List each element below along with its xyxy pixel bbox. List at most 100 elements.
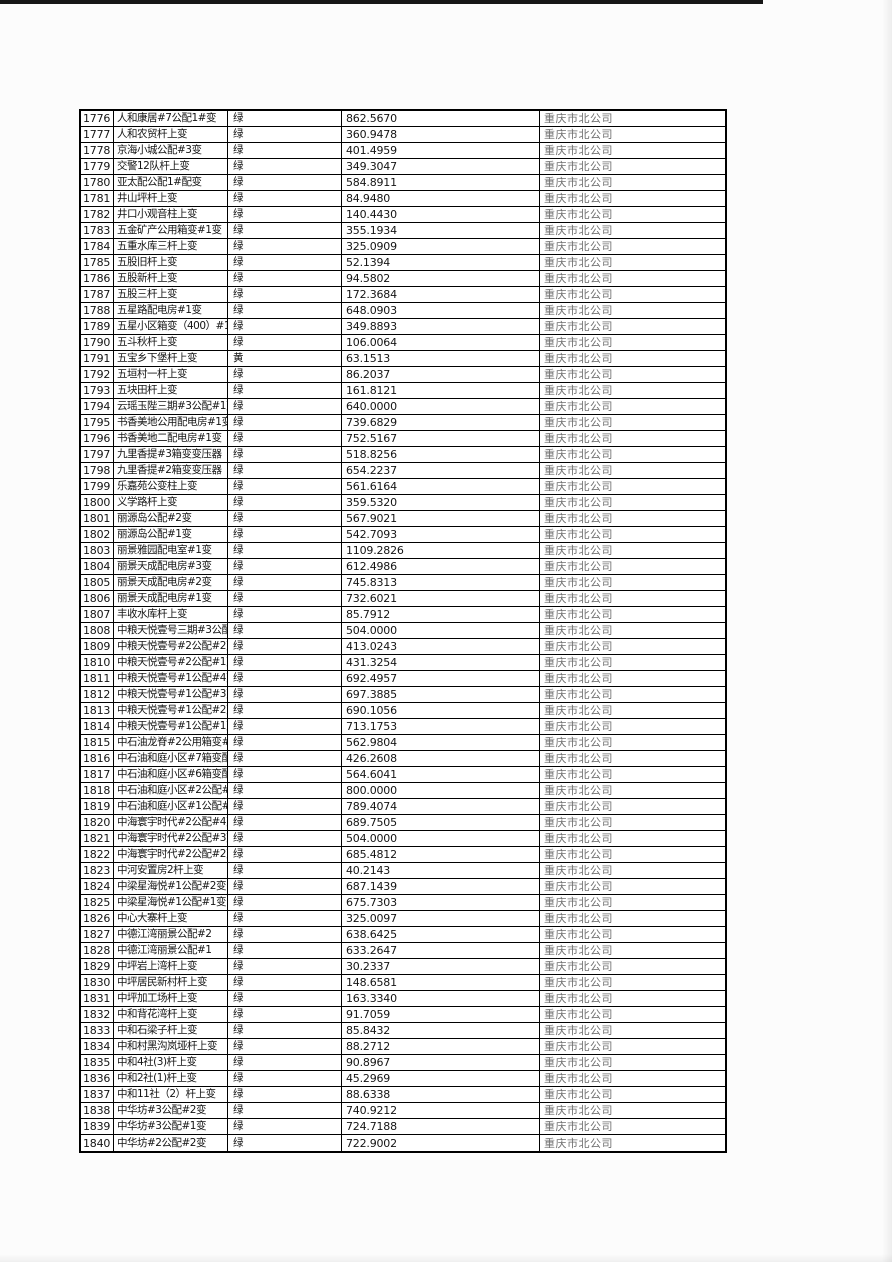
row-id-cell: 1829 <box>81 959 114 974</box>
table-row: 1783 五金矿产公用箱变#1变绿 355.1934 重庆市北公司 <box>81 223 725 239</box>
name-cell: 中石油和庭小区#2公配#2 <box>114 783 228 798</box>
row-id-cell: 1796 <box>81 431 114 446</box>
table-row: 1789 五星小区箱变（400）#1变绿 349.8893 重庆市北公司 <box>81 319 725 335</box>
name-cell: 书香美地二配电房#1变 <box>114 431 228 446</box>
company-cell: 重庆市北公司 <box>544 160 613 173</box>
value-cell: 94.5802 <box>342 271 540 286</box>
table-row: 1800 义学路杆上变绿 359.5320 重庆市北公司 <box>81 495 725 511</box>
status-cell: 绿 <box>228 799 342 814</box>
status-cell: 绿 <box>228 975 342 990</box>
company-cell: 重庆市北公司 <box>544 1136 613 1150</box>
name-cell: 井山坪杆上变 <box>114 191 228 206</box>
value-cell: 687.1439 <box>342 879 540 894</box>
row-id-cell: 1807 <box>81 607 114 622</box>
status-cell: 绿 <box>228 191 342 206</box>
name-cell: 义学路杆上变 <box>114 495 228 510</box>
value-cell: 745.8313 <box>342 575 540 590</box>
company-cell: 重庆市北公司 <box>544 960 613 973</box>
row-id-cell: 1809 <box>81 639 114 654</box>
company-cell: 重庆市北公司 <box>544 688 613 701</box>
company-cell: 重庆市北公司 <box>544 848 613 861</box>
name-cell: 中坪居民新村杆上变 <box>114 975 228 990</box>
row-id-cell: 1793 <box>81 383 114 398</box>
row-id-cell: 1823 <box>81 863 114 878</box>
company-cell: 重庆市北公司 <box>544 832 613 845</box>
status-cell: 绿 <box>228 591 342 606</box>
name-cell: 中河安置房2杆上变 <box>114 863 228 878</box>
status-cell: 绿 <box>228 1135 342 1151</box>
company-cell: 重庆市北公司 <box>544 368 613 381</box>
status-cell: 绿 <box>228 575 342 590</box>
top-accent-bar <box>0 0 763 4</box>
value-cell: 789.4074 <box>342 799 540 814</box>
status-cell: 绿 <box>228 383 342 398</box>
table-row: 1837 中和11社（2）杆上变绿 88.6338 重庆市北公司 <box>81 1087 725 1103</box>
name-cell: 丽源岛公配#1变 <box>114 527 228 542</box>
status-cell: 绿 <box>228 399 342 414</box>
company-cell: 重庆市北公司 <box>544 992 613 1005</box>
row-id-cell: 1831 <box>81 991 114 1006</box>
company-cell: 重庆市北公司 <box>544 1008 613 1021</box>
name-cell: 五垣村一杆上变 <box>114 367 228 382</box>
status-cell: 绿 <box>228 783 342 798</box>
company-cell: 重庆市北公司 <box>544 416 613 429</box>
company-cell: 重庆市北公司 <box>544 800 613 813</box>
company-cell: 重庆市北公司 <box>544 1088 613 1101</box>
row-id-cell: 1780 <box>81 175 114 190</box>
value-cell: 504.0000 <box>342 623 540 638</box>
value-cell: 88.6338 <box>342 1087 540 1102</box>
table-row: 1788 五星路配电房#1变绿 648.0903 重庆市北公司 <box>81 303 725 319</box>
name-cell: 京海小城公配#3变 <box>114 143 228 158</box>
table-row: 1803 丽景雅园配电室#1变绿 1109.2826 重庆市北公司 <box>81 543 725 559</box>
table-row: 1809 中粮天悦壹号#2公配#2变绿 413.0243 重庆市北公司 <box>81 639 725 655</box>
table-row: 1823 中河安置房2杆上变绿 40.2143 重庆市北公司 <box>81 863 725 879</box>
status-cell: 绿 <box>228 1023 342 1038</box>
table-row: 1801 丽源岛公配#2变绿 567.9021 重庆市北公司 <box>81 511 725 527</box>
name-cell: 中心大寨杆上变 <box>114 911 228 926</box>
company-cell: 重庆市北公司 <box>544 944 613 957</box>
value-cell: 562.9804 <box>342 735 540 750</box>
table-row: 1838 中华坊#3公配#2变绿 740.9212 重庆市北公司 <box>81 1103 725 1119</box>
table-row: 1816 中石油和庭小区#7箱变配绿 426.2608 重庆市北公司 <box>81 751 725 767</box>
value-cell: 63.1513 <box>342 351 540 366</box>
status-cell: 绿 <box>228 623 342 638</box>
row-id-cell: 1778 <box>81 143 114 158</box>
company-cell: 重庆市北公司 <box>544 544 613 557</box>
company-cell: 重庆市北公司 <box>544 176 613 189</box>
row-id-cell: 1787 <box>81 287 114 302</box>
company-cell: 重庆市北公司 <box>544 384 613 397</box>
company-cell: 重庆市北公司 <box>544 768 613 781</box>
company-cell: 重庆市北公司 <box>544 1056 613 1069</box>
value-cell: 91.7059 <box>342 1007 540 1022</box>
value-cell: 633.2647 <box>342 943 540 958</box>
name-cell: 云瑶玉陛三期#3公配#1变 <box>114 399 228 414</box>
status-cell: 绿 <box>228 239 342 254</box>
status-cell: 绿 <box>228 479 342 494</box>
company-cell: 重庆市北公司 <box>544 144 613 157</box>
table-row: 1796 书香美地二配电房#1变绿 752.5167 重庆市北公司 <box>81 431 725 447</box>
row-id-cell: 1830 <box>81 975 114 990</box>
value-cell: 722.9002 <box>342 1135 540 1151</box>
company-cell: 重庆市北公司 <box>544 976 613 989</box>
value-cell: 349.3047 <box>342 159 540 174</box>
company-cell: 重庆市北公司 <box>544 480 613 493</box>
value-cell: 90.8967 <box>342 1055 540 1070</box>
table-row: 1790 五斗秋杆上变绿 106.0064 重庆市北公司 <box>81 335 725 351</box>
row-id-cell: 1785 <box>81 255 114 270</box>
table-row: 1812 中粮天悦壹号#1公配#3变绿 697.3885 重庆市北公司 <box>81 687 725 703</box>
value-cell: 504.0000 <box>342 831 540 846</box>
status-cell: 绿 <box>228 959 342 974</box>
name-cell: 丰收水库杆上变 <box>114 607 228 622</box>
company-cell: 重庆市北公司 <box>544 736 613 749</box>
company-cell: 重庆市北公司 <box>544 752 613 765</box>
row-id-cell: 1800 <box>81 495 114 510</box>
company-cell: 重庆市北公司 <box>544 512 613 525</box>
value-cell: 713.1753 <box>342 719 540 734</box>
name-cell: 中德江湾丽景公配#2 <box>114 927 228 942</box>
company-cell: 重庆市北公司 <box>544 240 613 253</box>
name-cell: 中粮天悦壹号#1公配#3变 <box>114 687 228 702</box>
value-cell: 325.0097 <box>342 911 540 926</box>
table-row: 1795 书香美地公用配电房#1变绿 739.6829 重庆市北公司 <box>81 415 725 431</box>
name-cell: 书香美地公用配电房#1变 <box>114 415 228 430</box>
